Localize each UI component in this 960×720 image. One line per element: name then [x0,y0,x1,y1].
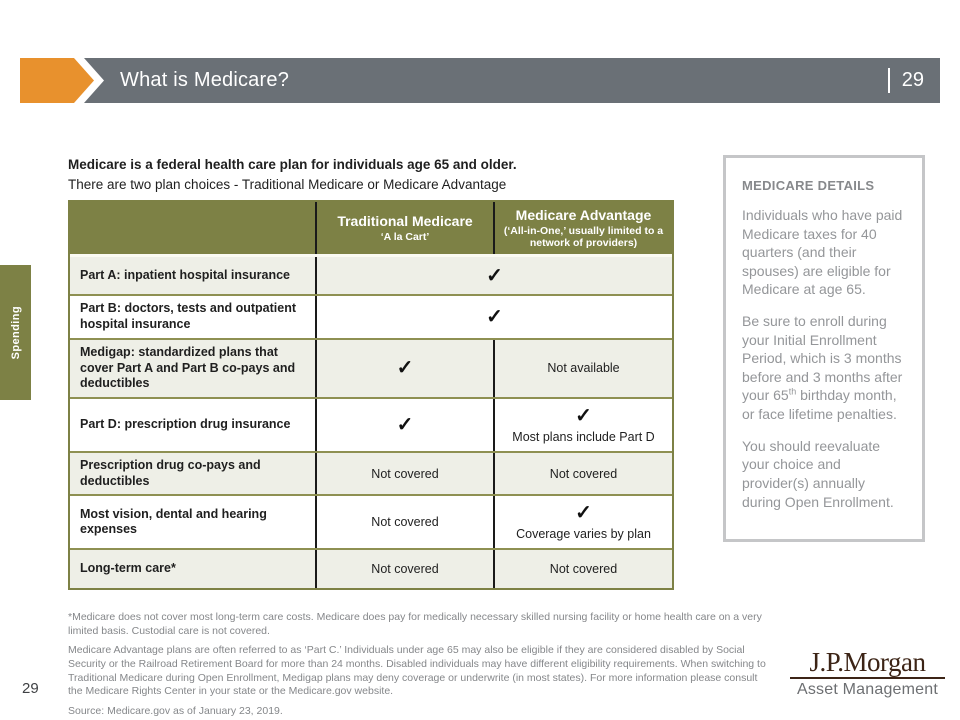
slide-title: What is Medicare? [120,69,290,91]
table-row: Long-term care* Not covered Not covered [70,548,672,589]
column-header-traditional: Traditional Medicare ‘A la Cart’ [315,202,493,254]
cell-note: Most plans include Part D [512,429,655,444]
page-number-separator [887,68,890,93]
table-row: Most vision, dental and hearing expenses… [70,494,672,549]
row-label: Medigap: standardized plans that cover P… [80,345,296,391]
side-tab-label: Spending [9,305,22,360]
traditional-value-cell: ✓ [315,398,493,451]
details-paragraph: You should reevaluate your choice and pr… [742,437,894,510]
traditional-value-cell: Not covered [315,452,493,495]
footer-page-number: 29 [22,680,39,697]
cell-text: Not covered [371,515,439,530]
header-bar: What is Medicare? 29 [84,58,940,103]
row-label: Long-term care* [80,561,176,576]
footnote-list: *Medicare does not cover most long-term … [68,611,768,699]
column-subtitle: (‘All-in-One,’ usually limited to a netw… [503,224,664,250]
row-label: Part B: doctors, tests and outpatient ho… [80,301,296,331]
footnote: Medicare Advantage plans are often refer… [68,644,766,698]
footnotes-block: *Medicare does not cover most long-term … [68,611,768,718]
table-row: Part D: prescription drug insurance ✓ ✓ Mos… [70,396,672,451]
traditional-value-cell: ✓ [315,340,493,397]
cell-text: Not available [547,361,620,376]
check-icon: ✓ [575,501,592,524]
header-page-number-group: 29 [887,58,924,103]
advantage-value-cell: Not available [493,340,672,397]
advantage-value-cell: ✓ Coverage varies by plan [493,496,672,549]
traditional-value-cell: Not covered [315,550,493,589]
details-paragraphs: Individuals who have paid Medicare taxes… [742,206,907,511]
table-header-row: Traditional Medicare ‘A la Cart’ Medicar… [70,202,672,257]
table-row: Prescription drug co-pays and deductible… [70,450,672,495]
column-header-advantage: Medicare Advantage (‘All-in-One,’ usuall… [493,202,672,254]
table-row: Part A: inpatient hospital insurance ✓ [70,257,672,294]
details-title: MEDICARE DETAILS [742,178,875,193]
intro-block: Medicare is a federal health care plan f… [68,156,688,193]
table-row: Medigap: standardized plans that cover P… [70,338,672,397]
jpmorgan-logo: J.P.Morgan Asset Management [790,648,945,699]
advantage-value-cell: ✓ Most plans include Part D [493,398,672,451]
column-subtitle: ‘A la Cart’ [380,231,430,244]
header-page-number: 29 [901,69,924,91]
header-arrow-icon [20,58,94,103]
row-label: Prescription drug co-pays and deductible… [80,457,261,488]
medicare-table: Traditional Medicare ‘A la Cart’ Medicar… [68,200,674,591]
header-band: What is Medicare? 29 [0,58,960,103]
logo-brand: J.P.Morgan [790,648,945,680]
column-title: Traditional Medicare [337,212,473,229]
merged-value-cell: ✓ [315,257,672,294]
check-icon: ✓ [396,357,414,380]
details-paragraph: Be sure to enroll during your Initial En… [742,313,903,423]
cell-text: Not covered [549,562,618,577]
check-icon: ✓ [486,264,503,287]
cell-text: Not covered [371,562,439,577]
row-label: Most vision, dental and hearing expenses [80,506,267,537]
table-row: Part B: doctors, tests and outpatient ho… [70,294,672,338]
intro-headline: Medicare is a federal health care plan f… [68,157,517,172]
advantage-value-cell: Not covered [493,452,672,495]
check-icon: ✓ [575,404,592,427]
details-paragraph: Individuals who have paid Medicare taxes… [742,207,903,298]
row-label: Part A: inpatient hospital insurance [80,267,290,282]
logo-unit: Asset Management [796,681,939,699]
merged-value-cell: ✓ [315,296,672,338]
source-note: Source: Medicare.gov as of January 23, 2… [68,704,283,717]
advantage-value-cell: Not covered [493,550,672,589]
cell-note: Coverage varies by plan [516,526,651,541]
footnote: *Medicare does not cover most long-term … [68,611,762,637]
check-icon: ✓ [396,413,414,436]
column-header-blank [70,202,315,254]
cell-text: Not covered [549,466,618,481]
row-label: Part D: prescription drug insurance [80,417,291,432]
table-body: Part A: inpatient hospital insurance ✓ Par… [70,257,672,589]
traditional-value-cell: Not covered [315,496,493,549]
side-tab-spending[interactable]: Spending [0,265,31,400]
cell-text: Not covered [371,466,439,481]
column-title: Medicare Advantage [515,206,652,223]
medicare-details-box: MEDICARE DETAILS Individuals who have pa… [723,155,925,542]
check-icon: ✓ [486,306,503,328]
intro-subline: There are two plan choices - Traditional… [68,176,507,192]
